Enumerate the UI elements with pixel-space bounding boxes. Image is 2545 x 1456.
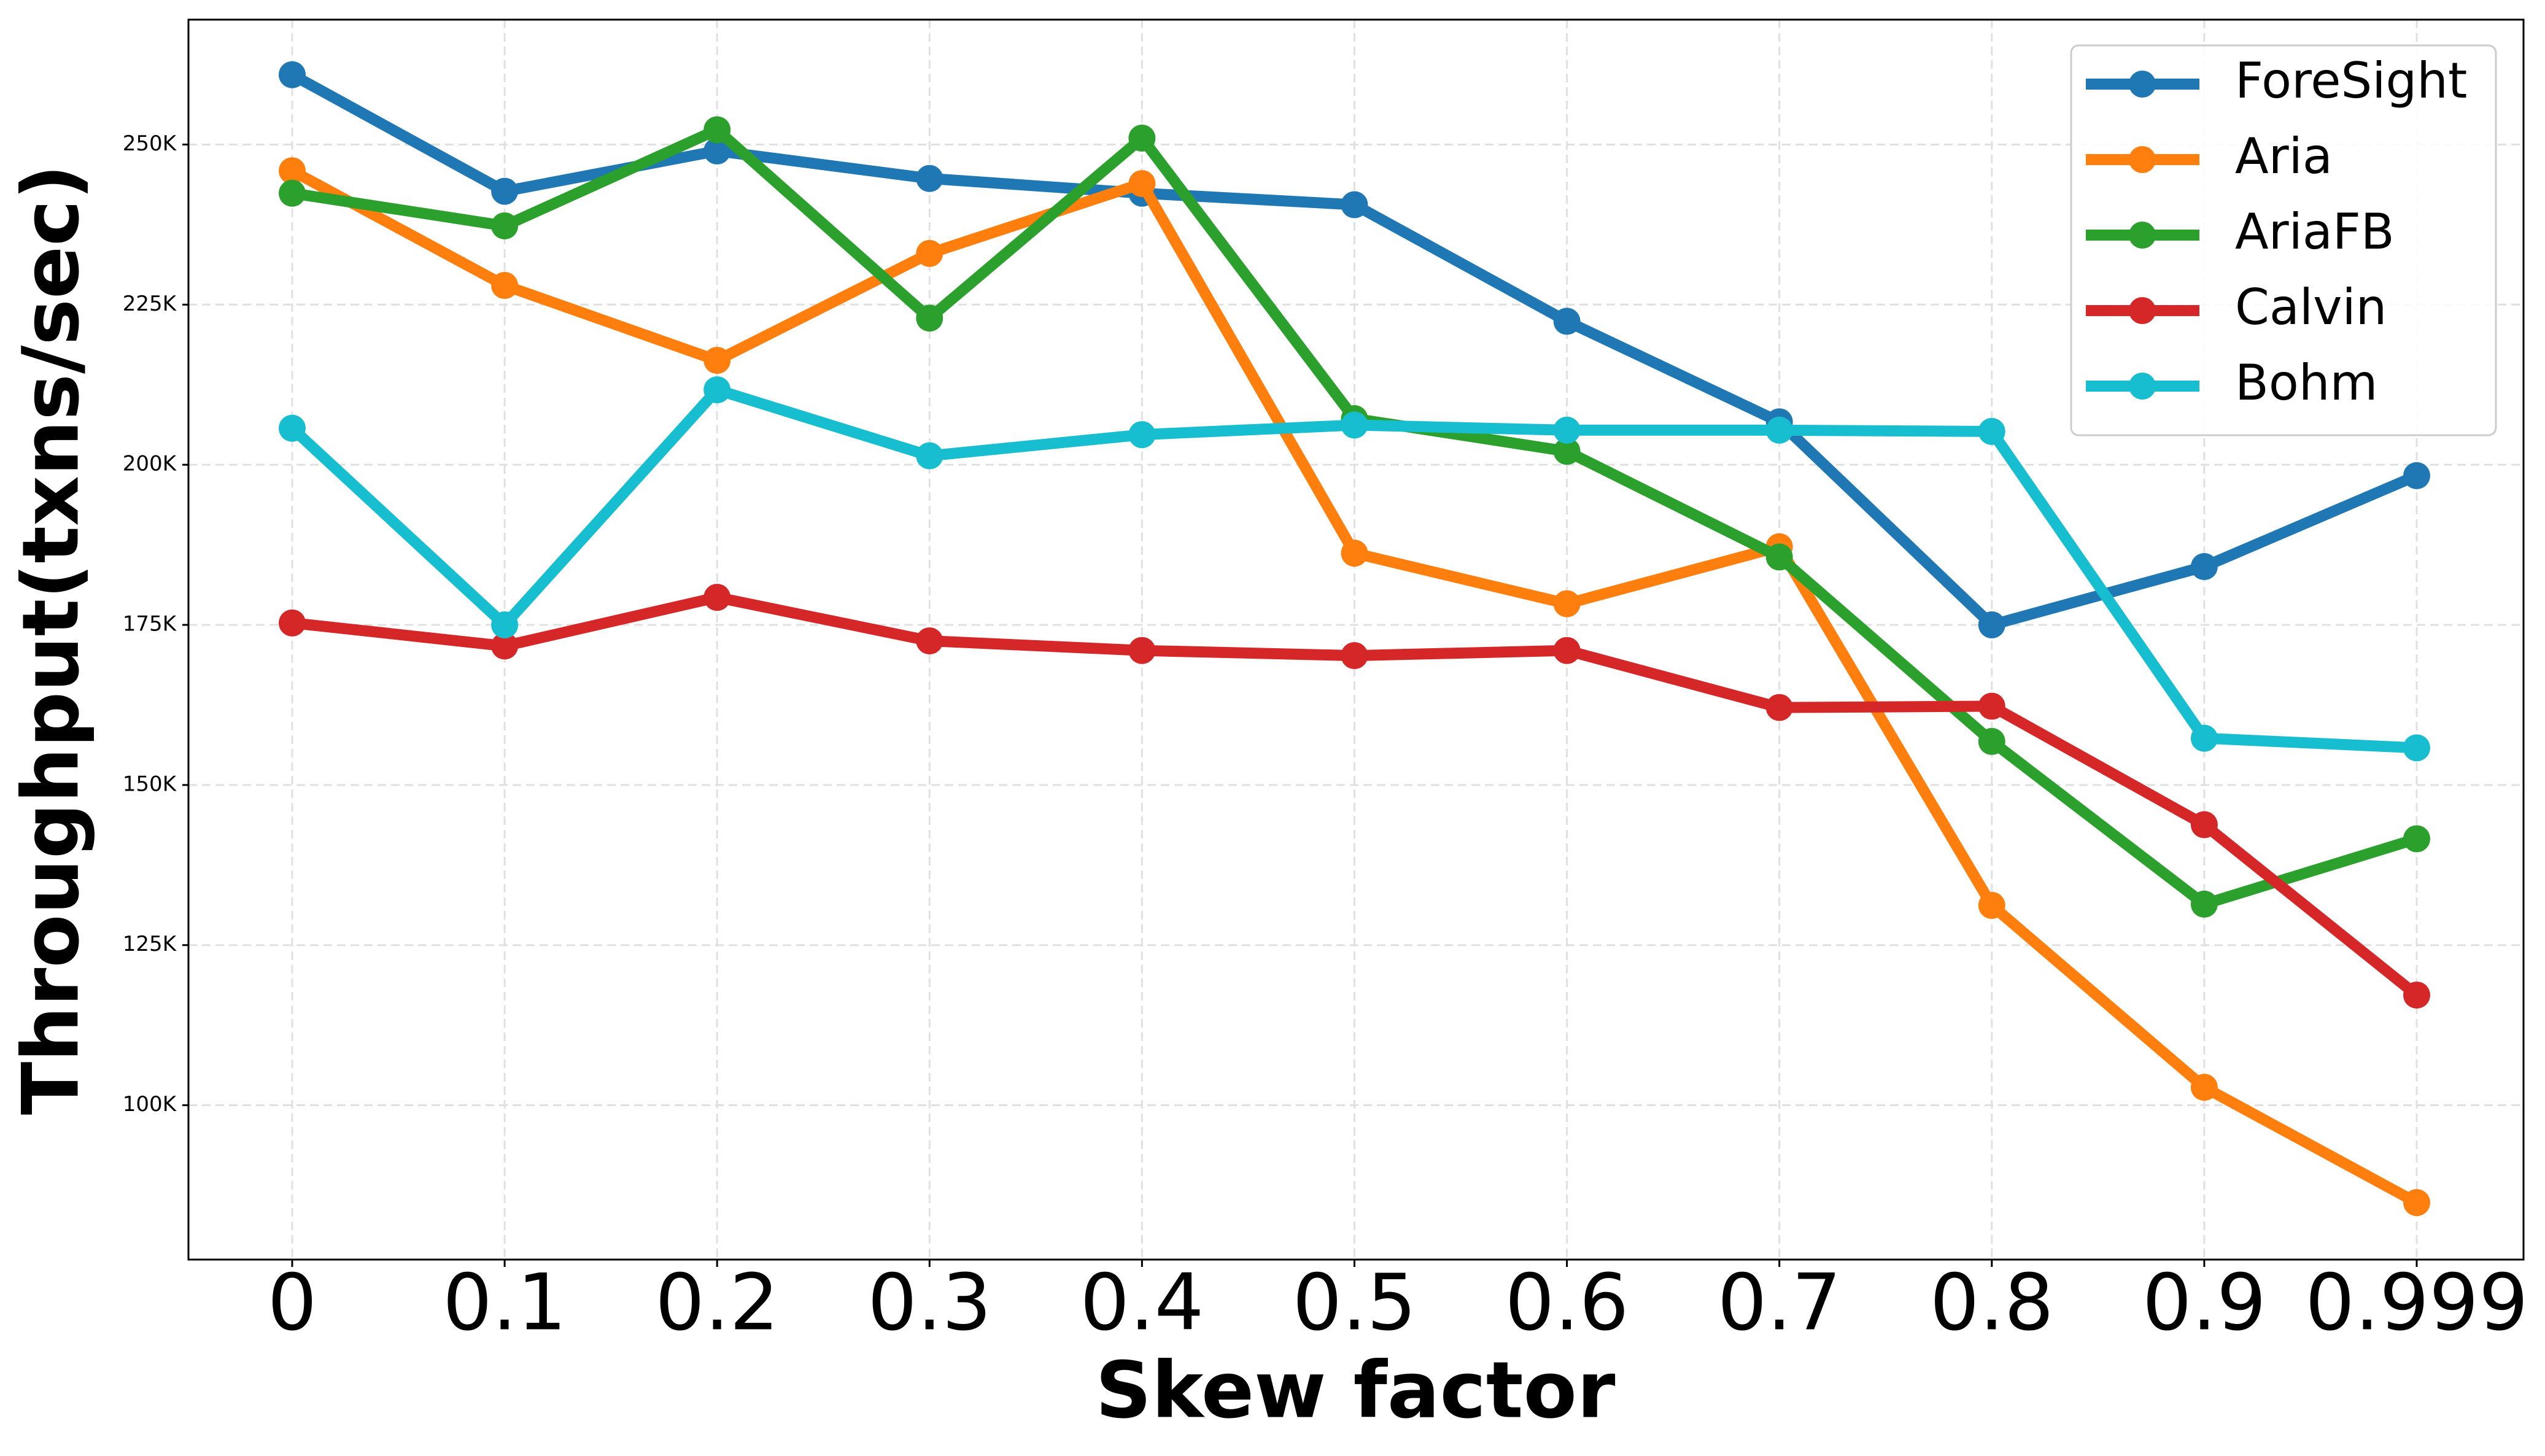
legend-label: Aria <box>2235 128 2333 185</box>
data-point <box>2190 890 2218 918</box>
data-point <box>1341 411 1368 439</box>
x-tick-label: 0.1 <box>443 1257 567 1348</box>
data-point <box>279 179 306 207</box>
data-point <box>703 137 731 165</box>
data-point <box>1553 590 1581 618</box>
data-point <box>1978 417 2005 445</box>
legend-label: Bohm <box>2235 354 2377 411</box>
legend-marker <box>2129 146 2156 173</box>
data-point <box>491 632 519 660</box>
data-point <box>2403 462 2430 489</box>
data-point <box>491 272 519 300</box>
data-point <box>1128 637 1156 664</box>
data-point <box>2403 734 2430 762</box>
x-tick-label: 0.6 <box>1505 1257 1629 1348</box>
x-tick-label: 0.3 <box>867 1257 991 1348</box>
data-point <box>916 165 943 192</box>
data-point <box>279 414 306 442</box>
data-point <box>1978 692 2005 720</box>
legend-marker <box>2129 222 2156 249</box>
data-point <box>1978 892 2005 920</box>
x-axis-label: Skew factor <box>1095 1345 1615 1436</box>
data-point <box>2403 982 2430 1009</box>
data-point <box>1978 727 2005 755</box>
data-point <box>1341 191 1368 219</box>
data-point <box>1128 421 1156 449</box>
x-tick-label: 0.2 <box>655 1257 779 1348</box>
y-tick-label: 200K <box>123 452 177 476</box>
data-point <box>1553 416 1581 444</box>
data-point <box>491 611 519 639</box>
y-tick-label: 175K <box>123 612 177 637</box>
data-point <box>491 177 519 205</box>
plot-frame <box>187 18 2525 1261</box>
data-point <box>2403 825 2430 853</box>
data-point <box>1978 611 2005 639</box>
y-tick-label: 225K <box>123 292 177 316</box>
legend-label: ForeSight <box>2235 52 2467 109</box>
legend-label: AriaFB <box>2235 203 2395 260</box>
legend-marker <box>2129 71 2156 98</box>
data-point <box>491 212 519 239</box>
data-point <box>1765 543 1793 571</box>
x-tick-label: 0.8 <box>1930 1257 2054 1348</box>
x-tick-label: 0 <box>268 1257 317 1348</box>
data-point <box>2190 811 2218 838</box>
data-point <box>1765 416 1793 444</box>
data-point <box>1128 170 1156 198</box>
data-point <box>1553 308 1581 335</box>
x-tick-label: 0.7 <box>1718 1257 1842 1348</box>
data-point <box>279 61 306 88</box>
y-tick-label: 125K <box>123 932 177 956</box>
x-tick-label: 0.9 <box>2142 1257 2266 1348</box>
data-point <box>1341 642 1368 670</box>
data-point <box>1553 637 1581 664</box>
data-point <box>916 304 943 332</box>
legend-label: Calvin <box>2235 279 2387 336</box>
y-tick-label: 250K <box>123 131 177 156</box>
y-tick-label: 150K <box>123 772 177 796</box>
data-point <box>2190 724 2218 752</box>
y-axis-label: Throughput(txns/sec) <box>6 165 96 1115</box>
data-point <box>703 347 731 374</box>
data-point <box>279 157 306 185</box>
data-point <box>703 584 731 611</box>
legend: ForeSight Aria AriaFB Calvin Bohm <box>2070 44 2497 436</box>
data-point <box>703 376 731 404</box>
data-point <box>1765 694 1793 721</box>
data-point <box>2190 1074 2218 1101</box>
data-point <box>916 627 943 655</box>
legend-marker <box>2129 373 2156 400</box>
legend-box <box>2070 44 2497 436</box>
x-tick-label: 0.5 <box>1293 1257 1417 1348</box>
data-point <box>279 609 306 637</box>
data-point <box>1341 540 1368 567</box>
data-point <box>2190 553 2218 581</box>
data-point <box>703 116 731 144</box>
data-point <box>2403 1189 2430 1217</box>
x-tick-label: 0.4 <box>1080 1257 1204 1348</box>
data-point <box>1553 438 1581 465</box>
y-tick-label: 100K <box>123 1092 177 1117</box>
x-tick-label: 0.999 <box>2305 1257 2528 1348</box>
data-point <box>916 442 943 470</box>
data-point <box>916 239 943 267</box>
legend-marker <box>2129 297 2156 324</box>
data-point <box>1128 125 1156 152</box>
